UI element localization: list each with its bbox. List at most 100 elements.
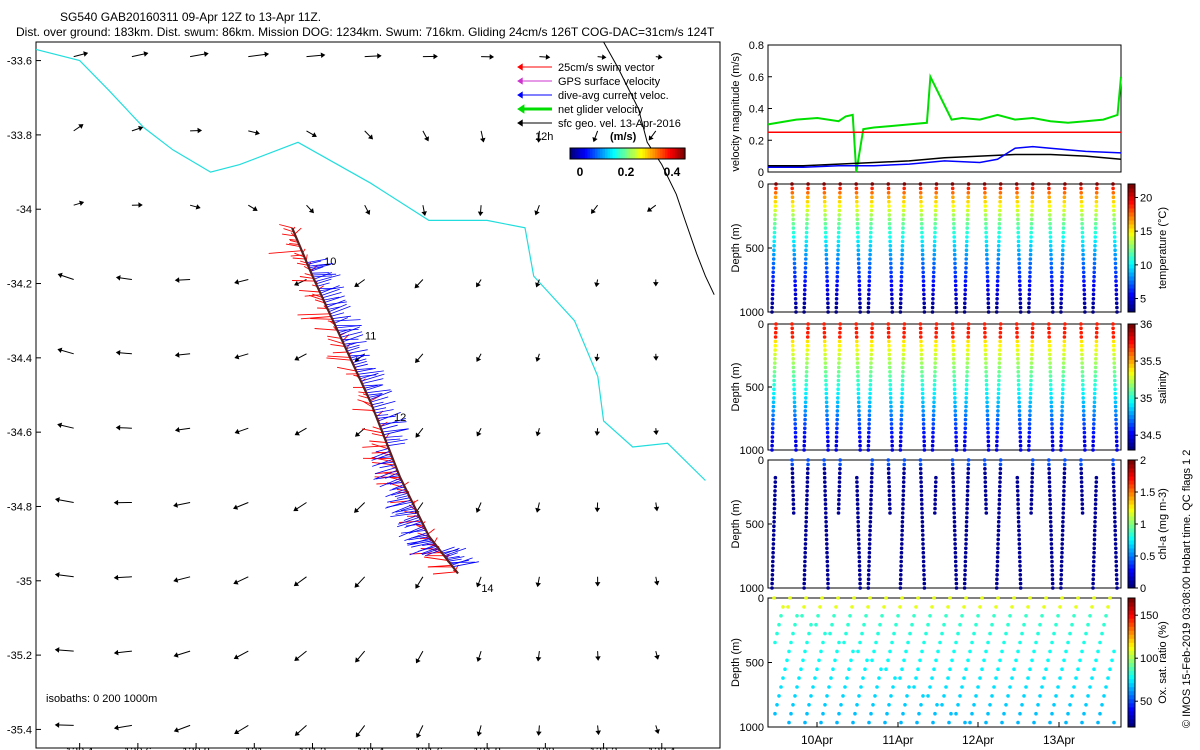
depth-data-point bbox=[1059, 581, 1063, 586]
current-vector bbox=[386, 439, 408, 444]
depth-data-point bbox=[789, 711, 793, 716]
depth-data-point bbox=[1093, 497, 1098, 502]
depth-colorbar-cell bbox=[1128, 500, 1135, 505]
depth-data-point bbox=[804, 252, 808, 257]
depth-data-point bbox=[962, 605, 966, 609]
depth-data-point bbox=[836, 257, 840, 261]
depth-colorbar-label: Ox. sat. ratio (%) bbox=[1157, 621, 1169, 704]
depth-data-point bbox=[1114, 417, 1118, 422]
depth-data-point bbox=[1030, 348, 1034, 352]
depth-data-point bbox=[1091, 586, 1095, 590]
depth-data-point bbox=[1027, 448, 1031, 452]
depth-data-point bbox=[1048, 720, 1052, 725]
swim-vector bbox=[296, 262, 309, 266]
depth-ytick-label: 1000 bbox=[740, 722, 764, 734]
depth-data-point bbox=[772, 365, 777, 370]
current-vector bbox=[379, 477, 401, 488]
geo-velocity-arrowhead bbox=[594, 507, 601, 513]
map-colorbar-cell bbox=[670, 148, 674, 159]
depth-data-point bbox=[888, 649, 892, 654]
depth-data-point bbox=[921, 409, 925, 413]
depth-data-point bbox=[984, 244, 989, 248]
depth-data-point bbox=[887, 502, 892, 506]
depth-data-point bbox=[866, 310, 871, 314]
swim-vector bbox=[337, 366, 357, 372]
depth-data-point bbox=[996, 383, 1001, 387]
depth-data-point bbox=[1059, 586, 1063, 590]
depth-colorbar-cell bbox=[1128, 718, 1135, 724]
depth-data-point bbox=[963, 413, 968, 418]
depth-data-point bbox=[940, 631, 944, 636]
depth-data-point bbox=[1059, 310, 1063, 314]
depth-data-point bbox=[795, 685, 799, 689]
legend-label: 25cm/s swim vector bbox=[558, 62, 655, 74]
current-vector bbox=[452, 561, 479, 568]
depth-data-point bbox=[954, 586, 959, 590]
depth-data-point bbox=[1029, 378, 1033, 383]
depth-data-point bbox=[1015, 204, 1020, 208]
depth-data-point bbox=[869, 226, 873, 230]
depth-data-point bbox=[823, 352, 827, 357]
depth-data-point bbox=[870, 462, 874, 467]
current-vector bbox=[445, 552, 458, 558]
depth-data-point bbox=[855, 339, 859, 344]
depth-data-point bbox=[1092, 559, 1096, 564]
depth-data-point bbox=[912, 614, 916, 618]
depth-data-point bbox=[899, 546, 904, 551]
depth-data-point bbox=[918, 182, 923, 186]
depth-data-point bbox=[856, 400, 861, 405]
legend-label: dive-avg current veloc. bbox=[558, 90, 669, 102]
depth-data-point bbox=[994, 310, 999, 314]
depth-data-point bbox=[931, 426, 935, 431]
depth-data-point bbox=[899, 413, 904, 418]
depth-data-point bbox=[1092, 252, 1097, 257]
depth-data-point bbox=[889, 694, 893, 698]
depth-data-point bbox=[868, 596, 872, 600]
depth-data-point bbox=[807, 631, 811, 636]
depth-data-point bbox=[807, 703, 811, 707]
depth-data-point bbox=[868, 400, 872, 405]
depth-colorbar-tick-label: 150 bbox=[1140, 610, 1158, 622]
current-vector bbox=[448, 558, 462, 562]
depth-panel-frame bbox=[767, 459, 1122, 589]
depth-data-point bbox=[965, 239, 969, 244]
depth-data-point bbox=[1061, 497, 1066, 502]
depth-data-point bbox=[777, 622, 781, 627]
depth-colorbar-cell bbox=[1128, 540, 1135, 545]
current-vector bbox=[451, 557, 473, 566]
depth-data-point bbox=[1111, 195, 1116, 199]
depth-data-point bbox=[803, 283, 807, 288]
depth-data-point bbox=[856, 524, 861, 528]
depth-data-point bbox=[933, 348, 938, 352]
map-frame bbox=[35, 41, 721, 749]
map-colorbar-tick: 0 bbox=[577, 165, 584, 179]
map-colorbar-cell bbox=[660, 148, 664, 159]
depth-data-point bbox=[1081, 252, 1085, 257]
depth-data-point bbox=[1050, 297, 1055, 301]
depth-ylabel: Depth (m) bbox=[730, 224, 742, 273]
depth-data-point bbox=[934, 480, 938, 484]
depth-colorbar-cell bbox=[1128, 406, 1135, 412]
depth-colorbar-cell bbox=[1128, 556, 1135, 561]
depth-data-point bbox=[921, 555, 926, 559]
depth-data-point bbox=[835, 413, 840, 418]
depth-data-point bbox=[1038, 694, 1042, 698]
depth-colorbar-cell bbox=[1128, 504, 1135, 509]
depth-data-point bbox=[866, 439, 871, 444]
depth-data-point bbox=[984, 511, 989, 515]
depth-data-point bbox=[984, 248, 989, 252]
depth-data-point bbox=[1018, 564, 1022, 568]
depth-data-point bbox=[952, 387, 957, 392]
depth-data-point bbox=[867, 270, 872, 275]
depth-data-point bbox=[984, 374, 989, 378]
depth-data-point bbox=[952, 391, 957, 396]
depth-data-point bbox=[886, 335, 891, 339]
depth-ylabel: Depth (m) bbox=[730, 500, 742, 549]
depth-colorbar-tick-label: 1 bbox=[1140, 519, 1146, 531]
current-vector bbox=[368, 394, 382, 398]
depth-data-point bbox=[890, 448, 895, 452]
geo-velocity-arrowhead bbox=[433, 53, 438, 60]
depth-data-point bbox=[823, 348, 827, 352]
depth-data-point bbox=[831, 667, 835, 671]
depth-data-point bbox=[951, 343, 955, 348]
